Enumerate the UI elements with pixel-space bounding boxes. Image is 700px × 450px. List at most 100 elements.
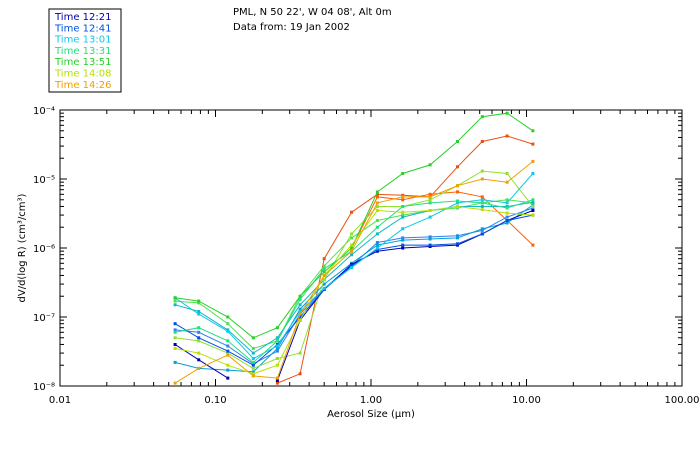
data-point — [322, 270, 326, 274]
series-line — [175, 170, 534, 369]
legend-entry: Time 12:41 — [54, 23, 111, 34]
data-point — [298, 310, 302, 313]
data-point — [428, 235, 432, 239]
y-axis-label: dV/d(log R) (cm³/cm³) — [17, 193, 28, 302]
data-point — [505, 206, 509, 210]
data-point — [350, 210, 354, 214]
data-point — [456, 165, 459, 169]
data-point — [350, 264, 354, 268]
data-point — [275, 339, 279, 343]
data-point — [401, 243, 405, 247]
y-tick-label: 10⁻⁸ — [33, 382, 55, 393]
data-point — [401, 236, 405, 240]
data-point — [298, 307, 302, 311]
data-point — [226, 315, 230, 319]
data-point — [401, 193, 405, 197]
data-point — [322, 278, 326, 281]
data-point — [251, 360, 255, 364]
legend-entry: Time 13:01 — [54, 35, 111, 46]
series-line — [175, 199, 533, 350]
data-point — [375, 232, 379, 236]
data-point — [401, 213, 405, 217]
data-point — [173, 303, 177, 307]
data-point — [298, 312, 302, 316]
data-point — [298, 315, 302, 319]
data-point — [375, 243, 379, 247]
data-point — [401, 172, 405, 175]
series-lines — [173, 111, 535, 385]
data-point — [531, 213, 535, 217]
legend-entry: Time 13:51 — [54, 57, 111, 68]
data-point — [505, 219, 509, 222]
data-point — [322, 267, 326, 271]
data-point — [531, 243, 535, 247]
data-point — [251, 372, 255, 376]
data-point — [531, 209, 535, 212]
data-point — [226, 368, 230, 372]
data-point — [251, 370, 255, 374]
data-point — [401, 215, 405, 219]
data-point — [197, 299, 201, 303]
data-point — [375, 195, 379, 199]
data-point — [401, 246, 405, 250]
data-point — [251, 336, 255, 340]
data-point — [480, 177, 484, 181]
data-point — [251, 357, 255, 360]
data-point — [456, 140, 459, 143]
data-point — [251, 347, 255, 350]
x-tick-label: 0.01 — [49, 395, 71, 406]
data-point — [505, 221, 509, 225]
data-point — [251, 363, 255, 367]
data-point — [322, 286, 326, 290]
data-point — [322, 274, 326, 277]
header-date: Data from: 19 Jan 2002 — [233, 22, 350, 33]
data-point — [197, 326, 201, 330]
data-point — [480, 227, 484, 231]
data-point — [275, 381, 279, 385]
data-point — [428, 243, 432, 247]
data-point — [350, 262, 354, 266]
data-point — [531, 200, 535, 204]
data-point — [456, 199, 459, 203]
data-point — [531, 159, 535, 163]
x-tick-label: 1.00 — [360, 395, 382, 406]
data-point — [275, 344, 279, 348]
data-point — [375, 205, 379, 208]
data-point — [275, 357, 279, 360]
data-point — [480, 228, 484, 232]
data-point — [401, 210, 405, 214]
data-point — [173, 330, 177, 334]
data-point — [401, 227, 405, 231]
data-point — [197, 330, 201, 334]
data-point — [480, 140, 484, 143]
series-extra-3 — [173, 203, 535, 374]
data-point — [456, 236, 459, 240]
data-point — [197, 366, 201, 370]
data-point — [375, 249, 379, 253]
data-point — [350, 249, 354, 253]
data-point — [456, 190, 459, 194]
data-point — [375, 192, 379, 196]
series-line — [174, 214, 534, 366]
data-point — [350, 246, 354, 250]
data-point — [350, 253, 354, 257]
legend-box — [48, 8, 122, 93]
data-point — [401, 205, 405, 208]
series-extra-4 — [173, 198, 535, 350]
data-point — [375, 201, 379, 205]
data-point — [531, 142, 535, 146]
data-point — [350, 243, 354, 247]
data-point — [173, 381, 177, 385]
data-point — [505, 134, 509, 138]
data-point — [197, 351, 201, 355]
data-point — [226, 351, 230, 355]
data-point — [226, 353, 230, 357]
data-point — [480, 195, 484, 199]
data-point — [275, 336, 279, 340]
data-point — [505, 172, 509, 175]
data-point — [275, 326, 279, 330]
data-point — [350, 266, 354, 270]
data-point — [456, 205, 459, 208]
data-point — [428, 215, 432, 219]
